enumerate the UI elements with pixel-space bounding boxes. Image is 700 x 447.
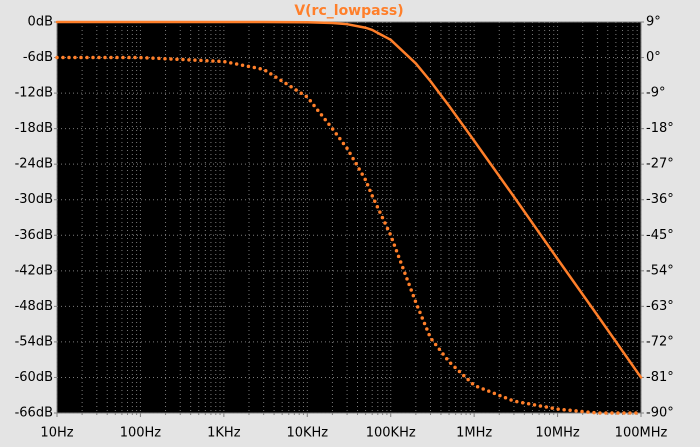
- x-tick-label: 100MHz: [615, 426, 668, 441]
- x-tick-label: 1MHz: [456, 426, 492, 441]
- y-tick-label: -18dB: [15, 121, 53, 136]
- y2-tick-label: -18°: [646, 121, 674, 136]
- phase-line: [55, 55, 643, 415]
- y2-tick-label: -45°: [646, 228, 674, 243]
- y2-tick-label: -27°: [646, 157, 674, 172]
- magnitude-line: [55, 20, 643, 379]
- x-tick-label: 100Hz: [120, 426, 162, 441]
- y-tick-label: -54dB: [15, 334, 53, 349]
- y2-tick-label: -63°: [646, 299, 674, 314]
- x-tick-label: 10Hz: [40, 426, 73, 441]
- y2-tick-label: -54°: [646, 263, 674, 278]
- chart-title: V(rc_lowpass): [294, 3, 403, 19]
- plot-area: [56, 21, 642, 414]
- y-tick-label: -60dB: [15, 370, 53, 385]
- x-tick-label: 1KHz: [207, 426, 241, 441]
- y-tick-label: -48dB: [15, 299, 53, 314]
- y2-tick-label: -9°: [646, 86, 665, 101]
- y-tick-label: -42dB: [15, 263, 53, 278]
- y-tick-label: -66dB: [15, 406, 53, 421]
- y-tick-label: -36dB: [15, 228, 53, 243]
- x-tick-label: 100KHz: [366, 426, 416, 441]
- y2-tick-label: -90°: [646, 406, 674, 421]
- y2-tick-label: -72°: [646, 334, 674, 349]
- y2-tick-label: -36°: [646, 192, 674, 207]
- y2-tick-label: -81°: [646, 370, 674, 385]
- x-tick-label: 10KHz: [286, 426, 328, 441]
- y-tick-label: -12dB: [15, 86, 53, 101]
- y-tick-label: -6dB: [23, 50, 53, 65]
- y-tick-label: -24dB: [15, 157, 53, 172]
- x-tick-label: 10MHz: [535, 426, 580, 441]
- y-tick-label: -30dB: [15, 192, 53, 207]
- y2-tick-label: 0°: [646, 50, 661, 65]
- y2-tick-label: 9°: [646, 15, 661, 30]
- y-tick-label: 0dB: [28, 15, 53, 30]
